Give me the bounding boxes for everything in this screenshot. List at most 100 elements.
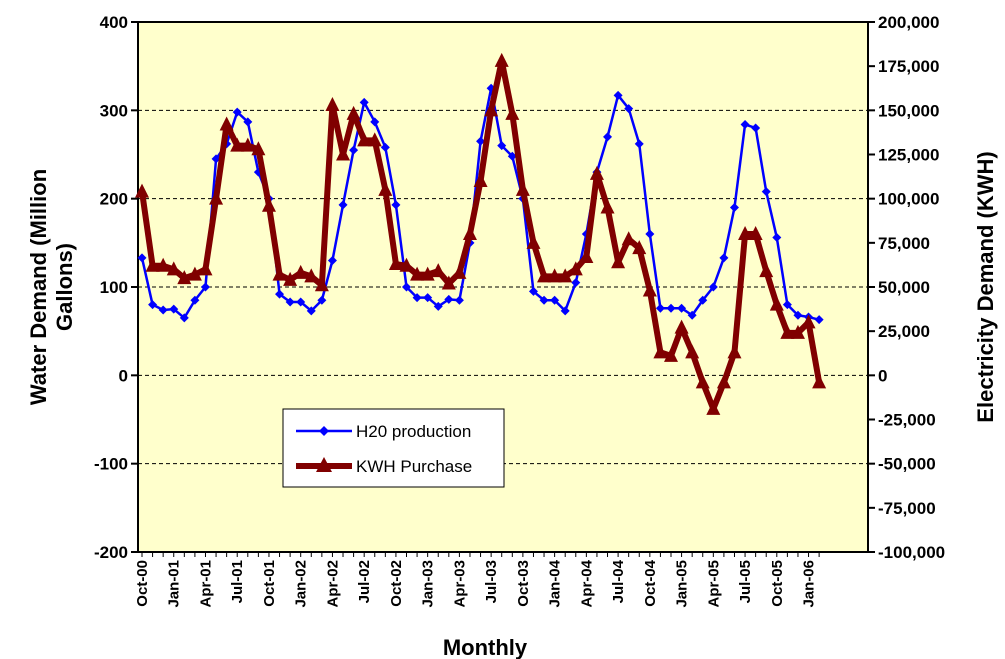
x-tick-label: Oct-02 — [388, 560, 405, 607]
h2o-data-point — [285, 297, 295, 307]
right-tick-label: -50,000 — [878, 455, 936, 474]
kwh-data-point — [314, 277, 329, 292]
kwh-data-point — [738, 226, 753, 240]
kwh-data-point — [600, 199, 615, 214]
kwh-data-point — [664, 347, 678, 362]
x-tick-label: Jul-03 — [483, 560, 500, 603]
kwh-data-point — [177, 270, 192, 285]
kwh-data-point — [187, 266, 202, 281]
kwh-data-point — [748, 226, 763, 240]
kwh-data-point — [473, 173, 488, 187]
h2o-data-point — [148, 300, 158, 310]
x-tick-label: Jan-04 — [547, 559, 564, 607]
h2o-data-point — [698, 295, 708, 305]
h2o-data-point — [380, 142, 390, 152]
h2o-data-point — [497, 141, 507, 151]
h2o-data-point — [423, 293, 433, 303]
h2o-data-point — [476, 136, 486, 146]
x-tick-label: Jul-05 — [737, 560, 754, 603]
left-tick-label: 0 — [119, 366, 128, 385]
kwh-data-point — [685, 344, 700, 359]
kwh-data-point — [653, 344, 668, 359]
right-tick-label: 125,000 — [878, 146, 939, 165]
left-tick-label: 100 — [100, 278, 128, 297]
kwh-data-point — [230, 137, 245, 152]
right-tick-label: -75,000 — [878, 499, 936, 518]
x-tick-label: Jan-01 — [166, 560, 183, 608]
h2o-data-point — [433, 301, 443, 311]
h2o-data-point — [687, 310, 697, 320]
kwh-data-point — [420, 266, 435, 281]
right-tick-label: 25,000 — [878, 322, 930, 341]
kwh-data-point — [367, 132, 382, 147]
h2o-data-point — [719, 253, 729, 263]
kwh-data-point — [547, 268, 562, 283]
left-y-axis: 400 300 200 100 0 -100 -200 — [94, 13, 138, 562]
h2o-data-point — [444, 294, 454, 304]
kwh-data-point — [399, 257, 414, 272]
right-tick-label: 200,000 — [878, 13, 939, 32]
left-tick-label: 200 — [100, 190, 128, 209]
kwh-data-point — [568, 261, 583, 276]
kwh-data-point — [135, 183, 149, 198]
kwh-data-point — [272, 266, 287, 281]
kwh-data-point — [716, 374, 731, 389]
right-tick-label: 0 — [878, 366, 887, 385]
h2o-data-point — [137, 253, 147, 263]
h2o-data-point — [200, 282, 210, 292]
kwh-data-point — [251, 141, 266, 156]
x-tick-label: Apr-05 — [705, 560, 722, 608]
kwh-data-point — [156, 257, 171, 272]
h2o-data-point — [729, 203, 739, 212]
right-tick-label: -25,000 — [878, 411, 936, 430]
left-tick-label: 400 — [100, 13, 128, 32]
h2o-data-point — [761, 187, 771, 197]
x-tick-label: Apr-04 — [578, 559, 595, 607]
h2o-data-point — [169, 304, 179, 314]
kwh-data-point — [441, 275, 456, 290]
h2o-data-point — [391, 200, 401, 210]
kwh-data-point — [378, 181, 393, 196]
kwh-data-point — [674, 319, 689, 334]
x-tick-label: Oct-04 — [642, 559, 659, 606]
kwh-data-point — [621, 231, 636, 246]
h2o-data-point — [528, 286, 538, 296]
kwh-data-point — [388, 256, 403, 271]
kwh-data-point — [240, 137, 255, 152]
kwh-data-point — [632, 240, 647, 255]
kwh-data-point — [695, 374, 710, 389]
h2o-data-point — [782, 300, 792, 310]
kwh-data-point — [769, 296, 784, 311]
legend-kwh-marker — [316, 457, 332, 472]
h2o-data-point — [740, 119, 750, 129]
h2o-data-point — [677, 303, 687, 313]
h2o-data-point — [275, 289, 285, 299]
x-tick-label: Jan-05 — [674, 560, 691, 608]
h2o-data-point — [211, 154, 221, 164]
h2o-data-point — [158, 305, 168, 315]
x-tick-label: Jan-02 — [293, 560, 310, 608]
x-tick-label: Jul-02 — [356, 560, 373, 603]
right-tick-label: -100,000 — [878, 543, 945, 562]
h2o-data-point — [232, 107, 242, 117]
legend-kwh-label: KWH Purchase — [356, 457, 472, 476]
legend-h2o-label: H20 production — [356, 422, 471, 441]
kwh-data-point — [790, 324, 805, 339]
kwh-data-point — [304, 268, 319, 283]
kwh-data-point — [611, 254, 626, 269]
x-tick-label: Jul-01 — [229, 560, 246, 603]
kwh-data-point — [346, 105, 361, 120]
kwh-data-point — [431, 263, 446, 278]
kwh-data-point — [558, 268, 573, 283]
kwh-data-point — [219, 116, 234, 131]
kwh-data-point — [145, 257, 160, 272]
x-tick-label: Oct-03 — [515, 560, 532, 607]
h2o-data-point — [550, 295, 560, 305]
h2o-data-point — [814, 315, 824, 325]
kwh-data-point — [198, 261, 213, 276]
h2o-data-point — [571, 278, 581, 288]
h2o-data-point — [793, 310, 803, 320]
h2o-data-point — [603, 132, 613, 142]
grid-lines — [138, 109, 868, 465]
h2o-data-point — [179, 313, 189, 323]
